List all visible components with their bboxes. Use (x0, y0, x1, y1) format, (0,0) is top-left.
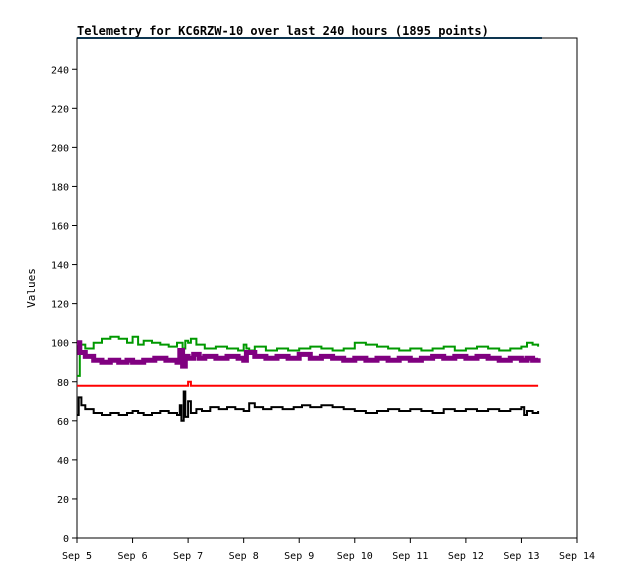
series-line-1 (77, 335, 540, 377)
y-tick-label: 100 (51, 339, 69, 350)
x-tick-label: Sep 8 (229, 551, 259, 562)
x-tick-label: Sep 7 (173, 551, 203, 562)
x-tick-label: Sep 12 (448, 551, 484, 562)
y-tick-label: 120 (51, 300, 69, 311)
series-line-4 (77, 390, 540, 422)
x-tick-label: Sep 10 (337, 551, 373, 562)
plot-frame (76, 37, 578, 539)
y-tick-label: 140 (51, 261, 69, 272)
y-tick-label: 60 (57, 417, 69, 428)
y-axis-label: Values (25, 268, 38, 308)
y-tick-label: 200 (51, 143, 69, 154)
y-tick-label: 220 (51, 104, 69, 115)
series-line-3 (77, 380, 539, 387)
y-tick-label: 180 (51, 182, 69, 193)
y-tick-label: 20 (57, 495, 69, 506)
y-axis: 0 20 40 60 80 100 120 140 160 180 200 220 240 (51, 65, 77, 545)
x-tick-label: Sep 6 (118, 551, 148, 562)
y-tick-label: 40 (57, 456, 69, 467)
x-tick-label: Sep 9 (284, 551, 314, 562)
x-tick-label: Sep 14 (559, 551, 595, 562)
x-tick-label: Sep 11 (392, 551, 428, 562)
x-tick-label: Sep 13 (503, 551, 539, 562)
series-line-2 (77, 340, 541, 369)
y-tick-label: 160 (51, 222, 69, 233)
x-axis: Sep 5 Sep 6 Sep 7 Sep 8 Sep 9 Sep 10 Sep 11 Sep… (62, 538, 595, 562)
y-tick-label: 240 (51, 65, 69, 76)
y-tick-label: 80 (57, 378, 69, 389)
x-tick-label: Sep 5 (62, 551, 92, 562)
y-tick-label: 0 (63, 534, 69, 545)
series-layer (77, 335, 541, 422)
chart-title: Telemetry for KC6RZW-10 over last 240 ho… (77, 24, 489, 38)
